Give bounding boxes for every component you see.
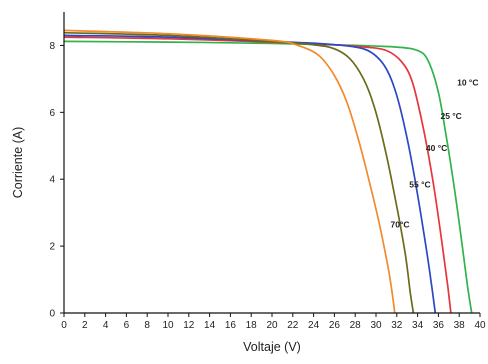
series-line-25c	[63, 36, 452, 314]
series-line-10c	[63, 40, 473, 314]
x-tick-label: 34	[412, 320, 424, 331]
x-tick-label: 4	[103, 320, 109, 331]
x-tick-label: 40	[474, 320, 486, 331]
x-tick-label: 14	[204, 320, 216, 331]
series-label-55c: 55 °C	[409, 180, 430, 190]
y-tick-label: 8	[49, 41, 55, 52]
x-tick-label: 8	[144, 320, 150, 331]
series-line-40c	[63, 34, 437, 314]
axis-ticks: 0 2 4 6 8 10 12 14 16 18 20 22 24 26 28 30 32 34 36 38 40024…	[49, 41, 486, 331]
x-tick-label: 36	[433, 320, 445, 331]
x-tick-label: 30	[370, 320, 382, 331]
x-tick-label: 32	[391, 320, 403, 331]
x-tick-label: 22	[287, 320, 299, 331]
x-tick-label: 38	[454, 320, 466, 331]
x-tick-label: 26	[329, 320, 341, 331]
x-axis-title: Voltaje (V)	[243, 340, 301, 354]
series-line-55c	[63, 31, 415, 314]
y-tick-label: 4	[49, 175, 55, 186]
y-tick-label: 0	[49, 309, 55, 320]
plot-area	[63, 29, 473, 314]
x-tick-label: 10	[162, 320, 174, 331]
x-tick-label: 28	[350, 320, 362, 331]
series-label-25c: 25 °C	[440, 111, 461, 121]
y-tick-label: 6	[49, 108, 55, 119]
x-tick-label: 16	[225, 320, 237, 331]
x-tick-label: 18	[246, 320, 258, 331]
series-label-40c: 40 °C	[426, 143, 447, 153]
x-tick-label: 12	[183, 320, 195, 331]
series-labels: 10 °C 25 °C 40 °C 55 °C 70°C	[391, 78, 479, 230]
series-label-70c: 70°C	[391, 220, 410, 230]
x-tick-label: 0	[61, 320, 67, 331]
y-tick-label: 2	[49, 242, 55, 253]
x-tick-label: 24	[308, 320, 320, 331]
y-axis-title: Corriente (A)	[11, 127, 25, 199]
series-line-70c	[63, 29, 396, 314]
x-tick-label: 20	[266, 320, 278, 331]
x-tick-label: 2	[82, 320, 88, 331]
series-label-10c: 10 °C	[457, 78, 478, 88]
x-tick-label: 6	[124, 320, 130, 331]
